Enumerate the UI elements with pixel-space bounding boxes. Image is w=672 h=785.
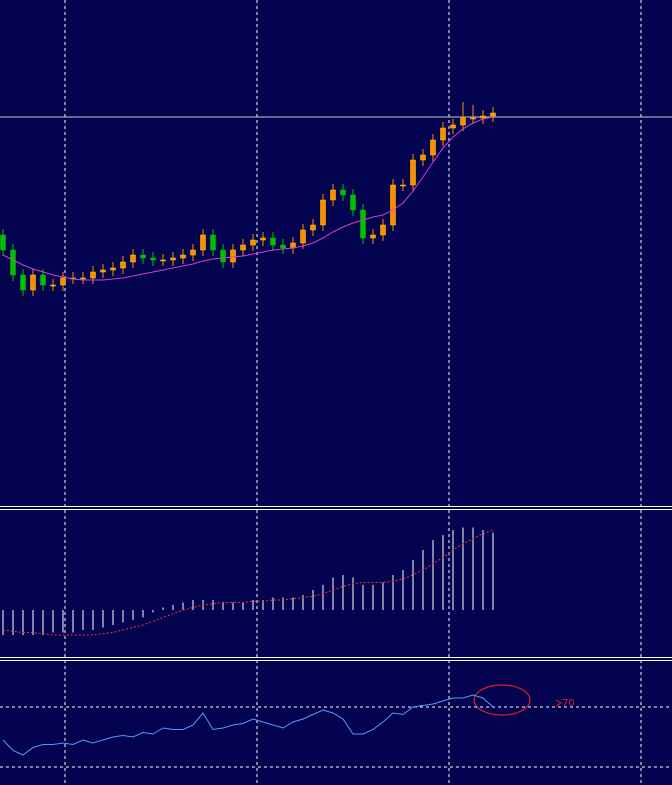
candle-body xyxy=(30,274,36,291)
candle-body xyxy=(330,189,336,201)
candle-body xyxy=(350,194,356,211)
candle-body xyxy=(300,229,306,244)
candle-body xyxy=(320,199,326,226)
rsi-line xyxy=(2,694,494,756)
candle-body xyxy=(140,254,146,259)
level-label: 70 xyxy=(562,698,575,709)
candle-body xyxy=(360,209,366,239)
candle-body xyxy=(390,184,396,226)
candle-body xyxy=(460,117,466,126)
vertical-grid xyxy=(64,0,642,785)
candle-body xyxy=(490,112,496,117)
candle-body xyxy=(90,271,96,279)
highlight-circle xyxy=(473,684,531,716)
candle-body xyxy=(20,274,26,291)
candle-body xyxy=(180,254,186,259)
candle-body xyxy=(250,239,256,246)
candle-body xyxy=(400,184,406,187)
candle-body xyxy=(470,117,476,120)
candle-body xyxy=(270,237,276,246)
candle-body xyxy=(450,124,456,129)
candle-body xyxy=(60,277,66,286)
candle-body xyxy=(10,249,16,276)
candle-body xyxy=(130,254,136,263)
candle-body xyxy=(380,224,386,236)
candle-body xyxy=(120,261,126,269)
candle-body xyxy=(420,154,426,161)
candle-body xyxy=(190,249,196,256)
candle-body xyxy=(480,115,486,119)
level-marker xyxy=(555,699,562,707)
candle-body xyxy=(280,244,286,249)
moving-average xyxy=(2,116,494,281)
candle-body xyxy=(40,274,46,286)
candle-body xyxy=(210,234,216,251)
candle-body xyxy=(340,189,346,196)
signal-line xyxy=(2,529,494,636)
panel-separators xyxy=(0,506,672,661)
candle-body xyxy=(310,224,316,231)
candle-body xyxy=(170,257,176,261)
candle-body xyxy=(230,249,236,263)
candle-body xyxy=(110,267,116,271)
candle-body xyxy=(370,234,376,239)
candle-body xyxy=(50,284,56,287)
candle-body xyxy=(440,127,446,141)
candle-body xyxy=(240,244,246,251)
candle-body xyxy=(0,234,6,251)
candle-body xyxy=(200,234,206,251)
candle-body xyxy=(100,269,106,273)
candle-body xyxy=(80,277,86,280)
candle-body xyxy=(410,159,416,186)
candle-body xyxy=(430,139,436,156)
candle-body xyxy=(160,259,166,262)
candle-body xyxy=(260,237,266,241)
candle-body xyxy=(150,257,156,261)
candle-body xyxy=(220,249,226,263)
